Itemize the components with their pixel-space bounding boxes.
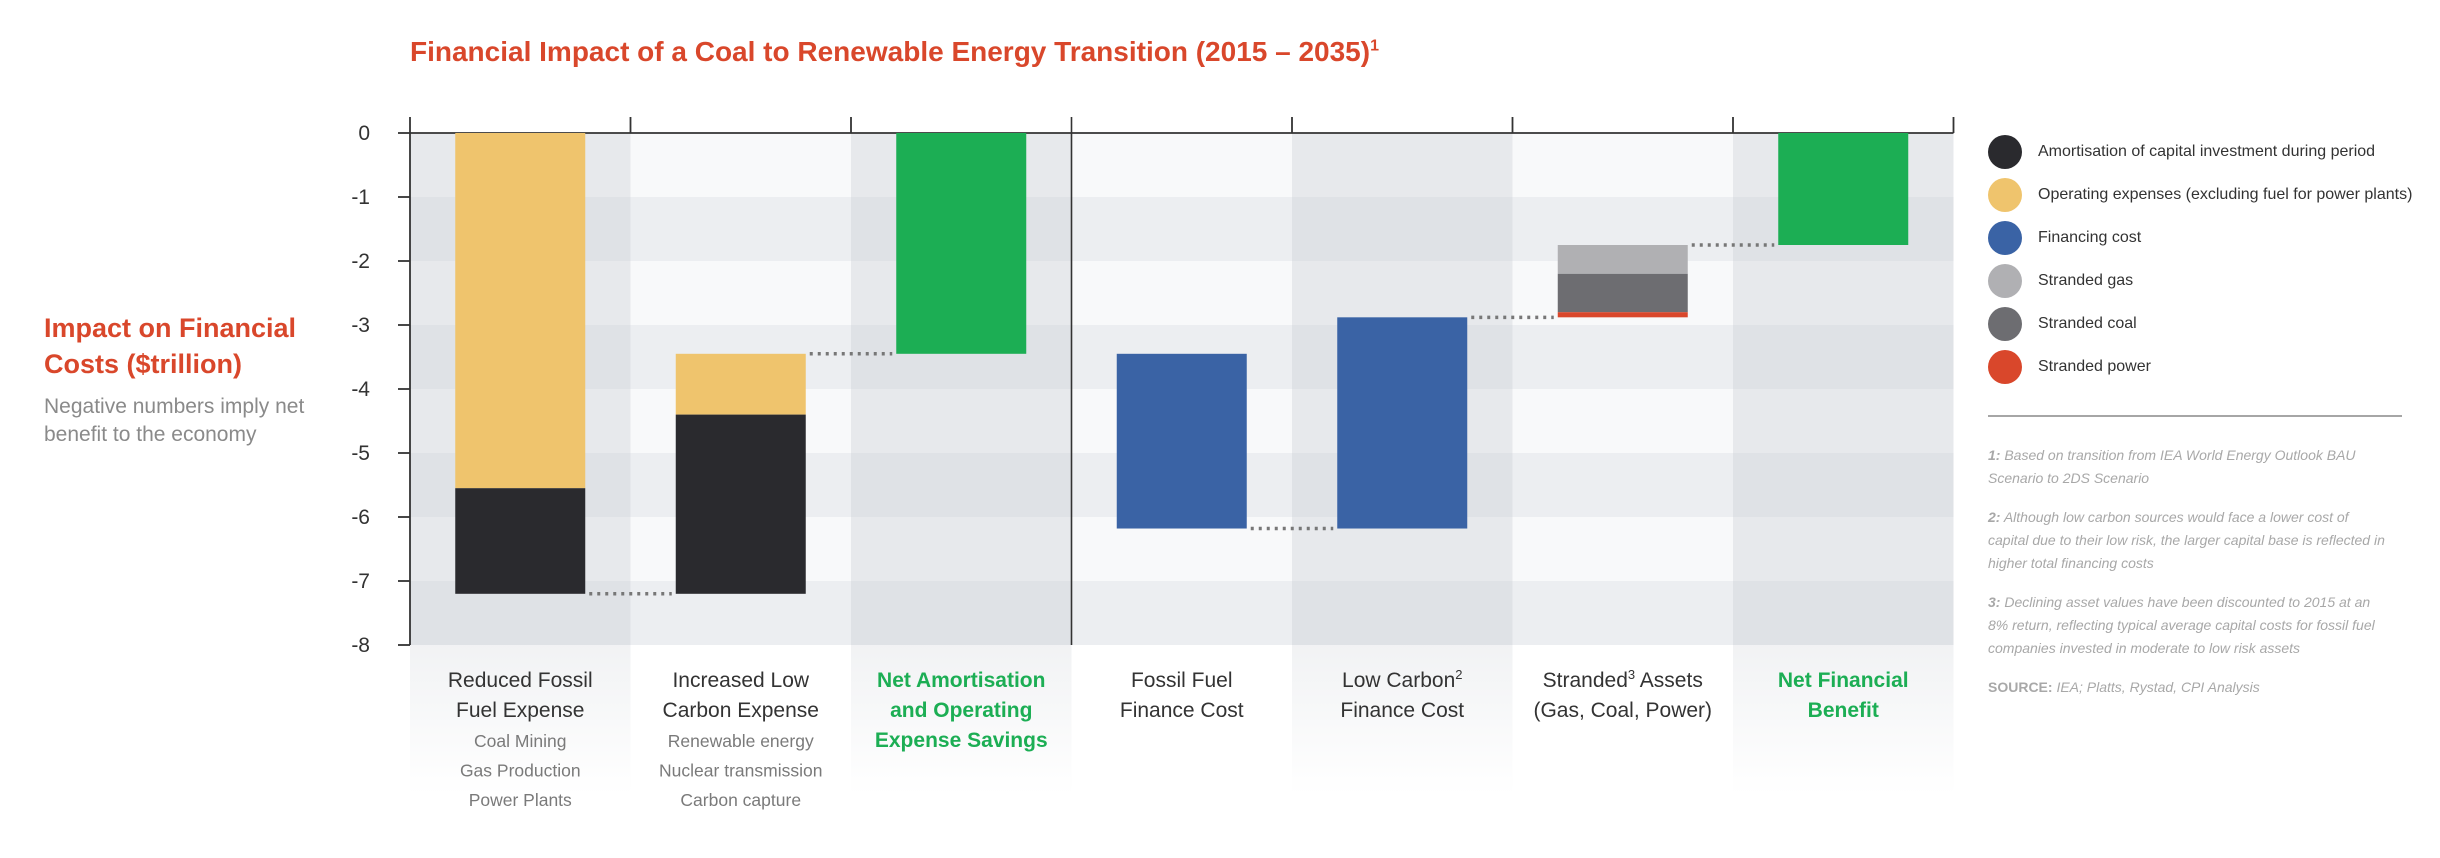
category-sublabel-0-1: Gas Production (460, 761, 581, 781)
legend-item-opex: Operating expenses (excluding fuel for p… (1988, 173, 2412, 216)
category-sublabel-1-2: Carbon capture (680, 790, 801, 810)
footnote-3-number: 3: (1988, 594, 2001, 610)
category-label-0-line-0: Reduced Fossil (448, 669, 593, 692)
footnote-1-text: Based on transition from IEA World Energ… (1988, 447, 2356, 486)
category-label-4-line-0: Low Carbon2 (1342, 667, 1462, 692)
y-tick-label: -2 (351, 250, 370, 273)
legend: Amortisation of capital investment durin… (1988, 130, 2412, 388)
bar-3-segment-0 (1116, 353, 1247, 529)
legend-item-amortisation: Amortisation of capital investment durin… (1988, 130, 2412, 173)
category-label-2-line-2: Expense Savings (875, 729, 1048, 752)
column-shade-fade (410, 645, 631, 795)
chart-title: Financial Impact of a Coal to Renewable … (410, 36, 1379, 68)
y-axis-subtitle: Negative numbers imply net benefit to th… (44, 395, 305, 446)
legend-label-stranded-gas: Stranded gas (2038, 271, 2134, 289)
category-label-6-line-0: Net Financial (1778, 669, 1909, 692)
grid-band (410, 261, 1954, 325)
bar-5-segment-0 (1557, 245, 1688, 274)
y-tick-label: -8 (351, 634, 370, 657)
y-tick-label: 0 (358, 122, 370, 145)
footnotes: 1: Based on transition from IEA World En… (1988, 444, 2388, 715)
category-label-5-line-1: (Gas, Coal, Power) (1533, 699, 1712, 722)
column-shade-fade (1292, 645, 1513, 795)
y-tick-label: -6 (351, 506, 370, 529)
category-label-1-line-0: Increased Low (672, 669, 809, 692)
bar-1-segment-0 (675, 353, 806, 415)
legend-swatch-financing (1988, 220, 2022, 255)
column-shade-fade (851, 645, 1072, 795)
legend-item-stranded-power: Stranded power (1988, 345, 2412, 388)
column-shade-fade (1733, 645, 1954, 795)
bar-5-segment-1 (1557, 273, 1688, 313)
bar-0-segment-1 (455, 488, 586, 594)
category-label-3-line-1: Finance Cost (1120, 699, 1244, 722)
bar-5-segment-2 (1557, 312, 1688, 318)
category-label-4-line-1: Finance Cost (1340, 699, 1464, 722)
footnote-2-text: Although low carbon sources would face a… (1988, 509, 2385, 571)
footnote-2: 2: Although low carbon sources would fac… (1988, 506, 2388, 575)
legend-swatch-amortisation (1988, 134, 2022, 169)
legend-label-financing: Financing cost (2038, 228, 2142, 246)
source-label: SOURCE: (1988, 679, 2053, 695)
category-sublabel-1-1: Nuclear transmission (659, 761, 822, 781)
footnote-3-text: Declining asset values have been discoun… (1988, 594, 2375, 656)
category-label-2-line-0: Net Amortisation (877, 669, 1045, 692)
legend-swatch-stranded-gas (1988, 263, 2022, 298)
y-tick-label: -3 (351, 314, 370, 337)
category-label-1-line-1: Carbon Expense (663, 699, 819, 722)
legend-label-amortisation: Amortisation of capital investment durin… (2038, 142, 2376, 160)
grid-band (410, 133, 1954, 197)
bar-1-segment-1 (675, 414, 806, 594)
category-label-5-line-0: Stranded3 Assets (1543, 667, 1703, 692)
category-sublabel-0-2: Power Plants (469, 790, 572, 810)
y-tick-label: -7 (351, 570, 370, 593)
category-label-3-line-0: Fossil Fuel (1131, 669, 1233, 692)
grid-band (410, 197, 1954, 261)
grid-band (410, 581, 1954, 645)
category-label-2-line-1: and Operating (890, 699, 1032, 722)
category-label-6-line-1: Benefit (1808, 699, 1879, 722)
footnote-1-number: 1: (1988, 447, 2001, 463)
category-sublabel-0-0: Coal Mining (474, 731, 566, 751)
bar-0-segment-0 (455, 133, 586, 489)
y-tick-label: -4 (351, 378, 370, 401)
bar-6-segment-0 (1778, 133, 1909, 245)
legend-swatch-stranded-power (1988, 349, 2022, 384)
y-tick-label: -5 (351, 442, 370, 465)
legend-swatch-stranded-coal (1988, 306, 2022, 341)
bar-4-segment-0 (1337, 317, 1468, 529)
bar-2-segment-0 (896, 133, 1027, 354)
legend-label-stranded-coal: Stranded coal (2038, 314, 2137, 332)
source-note: SOURCE: IEA; Platts, Rystad, CPI Analysi… (1988, 676, 2388, 699)
y-tick-label: -1 (351, 186, 370, 209)
category-label-0-line-1: Fuel Expense (456, 699, 584, 722)
y-axis-title: Impact on Financial Costs ($trillion) (44, 313, 297, 379)
source-text: IEA; Platts, Rystad, CPI Analysis (2056, 679, 2260, 695)
legend-item-financing: Financing cost (1988, 216, 2412, 259)
footnote-1: 1: Based on transition from IEA World En… (1988, 444, 2388, 490)
legend-label-opex: Operating expenses (excluding fuel for p… (2038, 185, 2413, 203)
legend-swatch-opex (1988, 177, 2022, 212)
notes-divider (1988, 415, 2402, 417)
footnote-3: 3: Declining asset values have been disc… (1988, 591, 2388, 660)
chart-title-footnote: 1 (1370, 37, 1379, 55)
waterfall-chart: 0 -1 -2 -3 -4 -5 -6 -7 -8 Reduced Fossil Fuel Expe… (351, 117, 1955, 810)
legend-item-stranded-gas: Stranded gas (1988, 259, 2412, 302)
legend-label-stranded-power: Stranded power (2038, 357, 2151, 375)
category-sublabel-1-0: Renewable energy (668, 731, 814, 751)
legend-item-stranded-coal: Stranded coal (1988, 302, 2412, 345)
chart-title-text: Financial Impact of a Coal to Renewable … (410, 36, 1371, 67)
footnote-2-number: 2: (1988, 509, 2001, 525)
